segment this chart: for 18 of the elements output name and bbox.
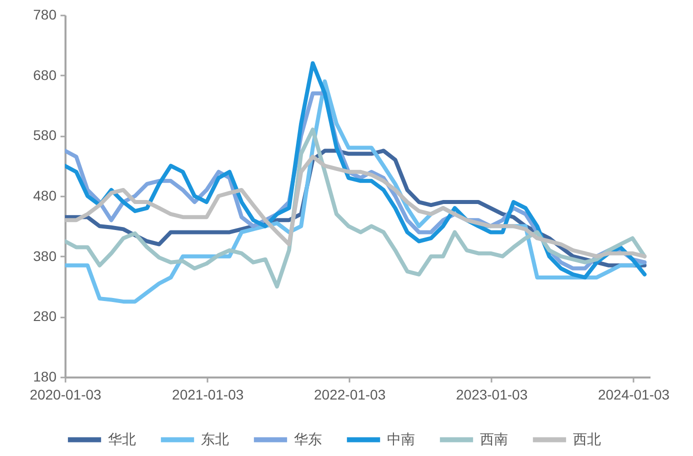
legend-label: 西北 <box>573 430 601 447</box>
x-tick-label: 2024-01-03 <box>598 386 670 402</box>
y-tick-label: 280 <box>33 308 57 324</box>
x-tick-label: 2020-01-03 <box>30 386 102 402</box>
y-tick-label: 680 <box>33 66 57 83</box>
legend-label: 华东 <box>294 430 322 447</box>
y-tick-label: 580 <box>33 127 57 144</box>
y-tick-label: 780 <box>33 6 57 22</box>
y-tick-label: 480 <box>33 188 57 204</box>
x-tick-label: 2023-01-03 <box>456 386 528 402</box>
legend-label: 华北 <box>108 430 136 447</box>
legend-label: 西南 <box>480 430 508 447</box>
y-tick-label: 180 <box>33 368 57 384</box>
x-tick-label: 2022-01-03 <box>314 386 386 402</box>
legend-label: 中南 <box>387 430 415 447</box>
x-tick-label: 2021-01-03 <box>172 386 244 402</box>
y-tick-label: 380 <box>33 248 57 264</box>
legend-label: 东北 <box>201 430 229 447</box>
